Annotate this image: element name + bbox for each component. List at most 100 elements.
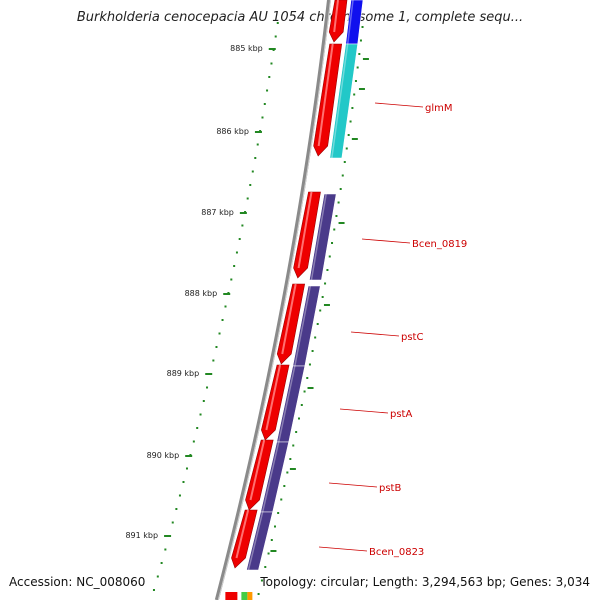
kbp-label: 889 kbp	[167, 369, 200, 378]
tick-dot	[206, 386, 209, 389]
tick-dot	[295, 431, 298, 433]
tick-dot	[300, 404, 303, 406]
tick-dot	[260, 579, 263, 582]
tick-dot	[335, 215, 338, 217]
tick-dot	[152, 589, 155, 591]
tick-dot	[270, 539, 273, 541]
tick-dot	[199, 413, 202, 416]
kbp-major-tick	[268, 48, 276, 50]
tick-dot	[257, 593, 260, 595]
inner-major-tick	[358, 88, 365, 90]
gene-label-bcen_0819: Bcen_0819	[412, 239, 467, 250]
tick-dot	[359, 39, 362, 42]
cds-pstB-partner-shine	[261, 441, 280, 513]
cds-top-partner-shine	[346, 0, 354, 45]
tick-dot	[218, 332, 221, 335]
accession-text: Accession: NC_008060	[9, 575, 146, 589]
tick-dot	[286, 471, 289, 474]
inner-major-tick	[307, 387, 314, 389]
tick-dot	[319, 309, 322, 312]
tick-dot	[345, 147, 348, 150]
backbone-line	[214, 0, 331, 600]
tick-dot	[361, 26, 364, 28]
gene-leader-line	[318, 546, 368, 552]
tick-dot	[251, 170, 254, 173]
tick-dot	[175, 508, 178, 510]
cds-bcen0819-partner-shine	[310, 193, 327, 281]
tick-dot	[268, 76, 271, 78]
backbone	[214, 0, 331, 600]
cds-bcen0823-forward-shine	[235, 509, 250, 559]
tick-dot	[212, 359, 215, 362]
gene-label-psta: pstA	[390, 409, 412, 420]
tick-dot	[337, 201, 340, 204]
kbp-major-tick	[185, 455, 193, 457]
gene-leader-line	[350, 331, 400, 337]
kbp-major-tick	[239, 212, 247, 214]
tick-dot	[349, 120, 352, 123]
tick-dot	[356, 66, 359, 69]
tick-dot	[358, 53, 361, 55]
tick-dot	[160, 562, 163, 564]
inner-major-tick	[362, 58, 369, 60]
gene-label-pstc: pstC	[401, 332, 423, 343]
tick-dot	[254, 157, 257, 159]
tick-dot	[324, 282, 327, 285]
tick-dot	[238, 238, 241, 240]
gene-leader-line	[374, 102, 424, 108]
tick-dot	[276, 22, 279, 24]
tick-dot	[171, 521, 174, 524]
tick-dot	[230, 278, 233, 281]
kbp-label: 887 kbp	[201, 208, 234, 217]
tick-dot	[306, 377, 309, 379]
gene-leader-line	[339, 408, 389, 414]
cds-bottom-forward	[225, 592, 238, 600]
tick-dot	[280, 498, 283, 501]
tick-dot	[215, 346, 218, 348]
tick-dot	[235, 251, 238, 254]
cds-glmM-forward-shine	[317, 43, 334, 147]
tick-dot	[314, 336, 317, 339]
tick-dot	[339, 188, 342, 190]
tick-dot	[343, 161, 346, 163]
tick-dot	[270, 62, 273, 65]
tick-dot	[328, 255, 331, 258]
cds-bcen0819-partner	[309, 193, 337, 281]
tick-dot	[224, 305, 227, 308]
tick-dot	[233, 265, 236, 267]
tick-dot	[321, 296, 324, 298]
tick-dot	[351, 107, 354, 109]
tick-dot	[308, 363, 311, 366]
tick-dot	[273, 525, 276, 528]
cds-glmM-partner	[329, 43, 359, 159]
inner-major-tick	[289, 468, 296, 470]
tick-dot	[185, 467, 188, 470]
kbp-label: 891 kbp	[125, 531, 158, 540]
tick-dot	[156, 575, 159, 578]
tick-dot	[283, 485, 286, 487]
tick-dot	[221, 319, 224, 321]
cds-pstA-forward-shine	[265, 364, 282, 431]
tick-dot	[274, 35, 277, 38]
cds-bcen0823-partner	[246, 511, 274, 571]
tick-dot	[192, 440, 195, 443]
tick-dot	[178, 494, 181, 497]
kbp-major-tick	[254, 131, 262, 133]
kbp-label: 886 kbp	[216, 127, 249, 136]
tick-dot	[354, 80, 357, 82]
gene-label-pstb: pstB	[379, 483, 401, 494]
tick-dot	[303, 390, 306, 393]
gene-label-bcen_0823: Bcen_0823	[369, 547, 424, 558]
tick-dot	[267, 552, 270, 555]
kbp-major-tick	[223, 293, 231, 295]
cds-bcen0823-partner-shine	[247, 511, 264, 571]
tick-dot	[292, 444, 295, 447]
kbp-label: 885 kbp	[230, 44, 263, 53]
kbp-scale: 885 kbp 886 kbp 887 kbp 888 kbp 889 kbp 890 k…	[125, 44, 369, 552]
cds-pstB-forward-shine	[249, 439, 266, 501]
gene-labels: glmM Bcen_0819 pstC pstA pstB Bcen_0823	[318, 102, 467, 558]
tick-dot	[256, 143, 259, 146]
tick-dot	[289, 458, 292, 460]
tick-dot	[347, 134, 350, 136]
